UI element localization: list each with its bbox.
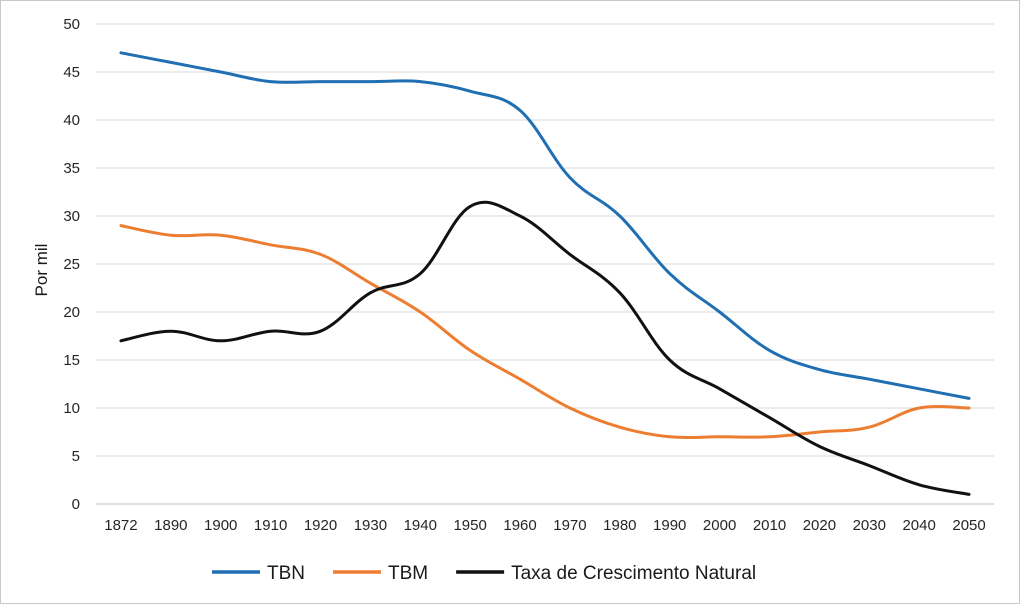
y-tick-label: 25 <box>63 256 80 273</box>
series-line-2 <box>119 224 971 440</box>
y-tick-label: 20 <box>63 304 80 321</box>
y-tick-label: 45 <box>63 64 80 81</box>
x-tick-label: 1950 <box>453 517 486 534</box>
x-tick-label: 1980 <box>603 517 636 534</box>
series-line-1 <box>119 51 971 400</box>
x-tick-label: 2000 <box>703 517 736 534</box>
x-tick-label: 2050 <box>952 517 985 534</box>
x-tick-label: 1940 <box>404 517 437 534</box>
series-lines <box>119 51 971 496</box>
y-tick-label: 35 <box>63 160 80 177</box>
legend: TBN TBM Taxa de Crescimento Natural <box>212 563 756 584</box>
legend-label: Taxa de Crescimento Natural <box>511 563 756 584</box>
y-axis-label: Por mil <box>32 244 51 297</box>
x-tick-label: 1890 <box>154 517 187 534</box>
y-tick-label: 40 <box>63 112 80 129</box>
y-axis-ticks: 0 5 10 15 20 25 30 35 40 45 50 <box>63 16 80 513</box>
y-tick-label: 50 <box>63 16 80 33</box>
x-axis-ticks: 1872 1890 1900 1910 1920 1930 1940 1950 1960 1970… <box>104 517 985 534</box>
x-tick-label: 1970 <box>553 517 586 534</box>
x-tick-label: 2040 <box>902 517 935 534</box>
x-tick-label: 1910 <box>254 517 287 534</box>
y-tick-label: 0 <box>72 496 80 513</box>
x-tick-label: 2020 <box>803 517 836 534</box>
x-tick-label: 1930 <box>354 517 387 534</box>
y-tick-label: 15 <box>63 352 80 369</box>
x-tick-label: 1990 <box>653 517 686 534</box>
x-tick-label: 1900 <box>204 517 237 534</box>
y-tick-label: 10 <box>63 400 80 417</box>
x-tick-label: 2010 <box>753 517 786 534</box>
y-tick-label: 5 <box>72 448 80 465</box>
gridlines <box>96 23 994 505</box>
x-tick-label: 1960 <box>503 517 536 534</box>
legend-label: TBM <box>388 563 428 584</box>
legend-label: TBN <box>267 563 305 584</box>
series-line-3 <box>119 200 971 496</box>
x-tick-label: 1872 <box>104 517 137 534</box>
x-tick-label: 1920 <box>304 517 337 534</box>
y-tick-label: 30 <box>63 208 80 225</box>
x-tick-label: 2030 <box>853 517 886 534</box>
